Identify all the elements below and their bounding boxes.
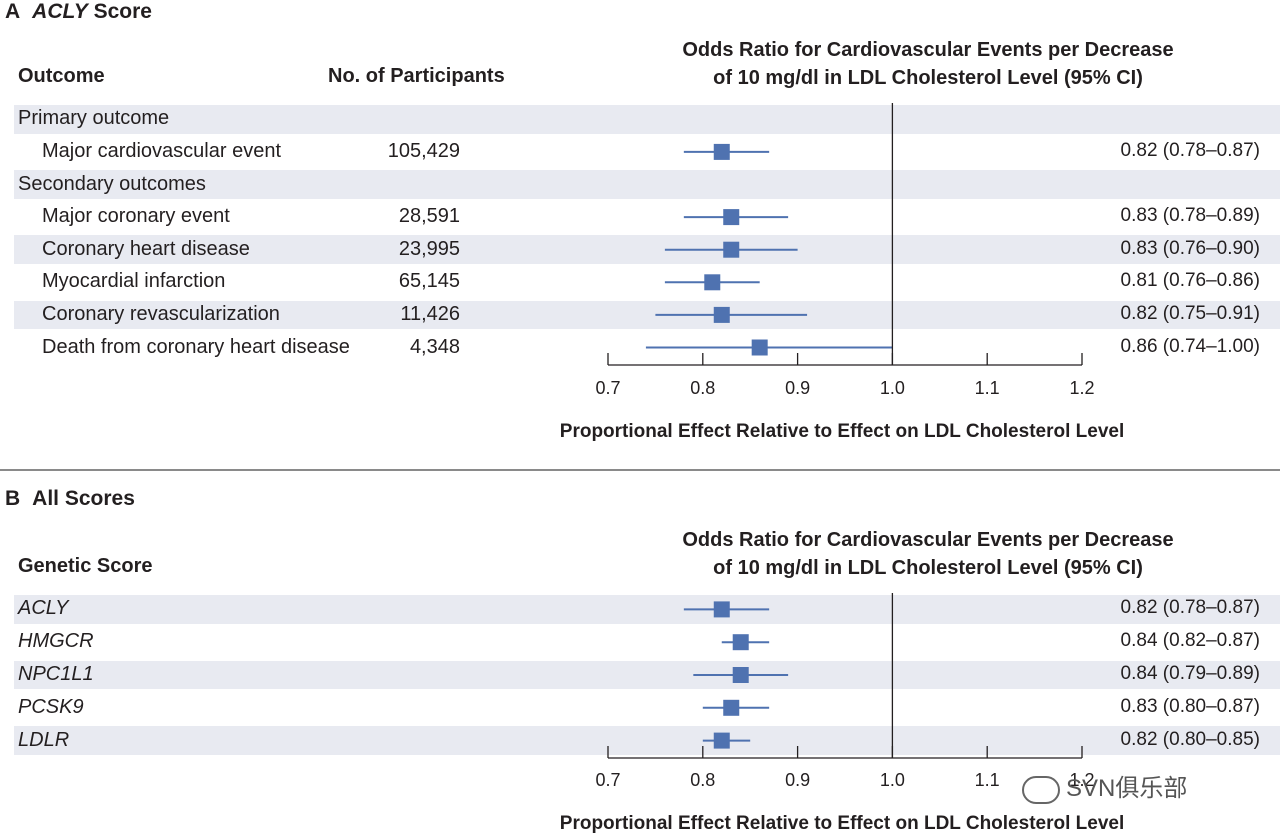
odds-ratio-ci-text: 0.83 (0.78–0.89) xyxy=(1120,205,1260,227)
x-tick-label: 1.2 xyxy=(1069,378,1095,398)
header-effect-a-line1: Odds Ratio for Cardiovascular Events per… xyxy=(682,39,1174,61)
watermark: SVN俱乐部 xyxy=(1022,768,1187,804)
row-label: NPC1L1 xyxy=(18,663,94,685)
wechat-icon xyxy=(1022,775,1060,804)
odds-ratio-marker xyxy=(713,306,730,323)
row-band xyxy=(14,105,1280,134)
header-effect-a-line2: of 10 mg/dl in LDL Cholesterol Level (95… xyxy=(713,67,1143,89)
odds-ratio-marker xyxy=(713,601,730,618)
odds-ratio-marker xyxy=(713,143,730,160)
panel-a-x-axis-title: Proportional Effect Relative to Effect o… xyxy=(559,421,1125,442)
odds-ratio-marker xyxy=(713,732,730,749)
panel-b-title: B All Scores xyxy=(5,487,135,511)
odds-ratio-ci-text: 0.82 (0.78–0.87) xyxy=(1120,597,1260,619)
row-label: Death from coronary heart disease xyxy=(42,335,350,358)
row-label: HMGCR xyxy=(18,630,94,653)
panel-a-letter: A xyxy=(5,0,21,23)
header-effect-b: Odds Ratio for Cardiovascular Events per… xyxy=(660,526,1196,582)
panel-a-title-gene: ACLY xyxy=(32,0,88,23)
x-tick-label: 1.2 xyxy=(1069,770,1095,790)
odds-ratio-ci-text: 0.86 (0.74–1.00) xyxy=(1120,335,1260,357)
participants-count: 23,995 xyxy=(398,237,460,260)
odds-ratio-ci-text: 0.84 (0.79–0.89) xyxy=(1120,663,1260,684)
row-label: PCSK9 xyxy=(18,695,84,718)
odds-ratio-marker xyxy=(732,634,749,651)
odds-ratio-ci-text: 0.83 (0.76–0.90) xyxy=(1120,237,1260,259)
header-participants: No. of Participants xyxy=(328,65,505,87)
header-outcome: Outcome xyxy=(18,65,105,87)
row-band xyxy=(14,595,1280,624)
participants-count: 65,145 xyxy=(398,270,460,293)
odds-ratio-ci-text: 0.83 (0.80–0.87) xyxy=(1120,695,1260,717)
participants-count: 4,348 xyxy=(409,335,460,358)
odds-ratio-marker xyxy=(732,667,749,683)
row-band xyxy=(14,170,1280,199)
participants-count: 28,591 xyxy=(398,205,460,228)
panel-divider xyxy=(0,469,1280,471)
odds-ratio-marker xyxy=(723,241,740,258)
row-label: Major cardiovascular event xyxy=(42,139,281,162)
panel-a-title-rest: Score xyxy=(93,0,152,23)
row-band xyxy=(14,726,1280,755)
odds-ratio-ci-text: 0.82 (0.80–0.85) xyxy=(1120,728,1260,750)
row-label: Myocardial infarction xyxy=(42,270,226,293)
row-label: ACLY xyxy=(18,597,69,620)
participants-count: 105,429 xyxy=(387,139,460,162)
header-genetic-score: Genetic Score xyxy=(18,555,153,577)
panel-b-title-text: All Scores xyxy=(32,487,135,510)
panel-a-title: A ACLY Score xyxy=(5,0,152,24)
odds-ratio-ci-text: 0.82 (0.78–0.87) xyxy=(1120,139,1260,161)
header-effect-a: Odds Ratio for Cardiovascular Events per… xyxy=(660,36,1196,92)
group-label: Secondary outcomes xyxy=(18,172,206,195)
panel-b-x-axis-title: Proportional Effect Relative to Effect o… xyxy=(559,813,1125,834)
header-effect-b-line1: Odds Ratio for Cardiovascular Events per… xyxy=(682,529,1174,551)
odds-ratio-ci-text: 0.84 (0.82–0.87) xyxy=(1120,630,1260,652)
row-band xyxy=(14,235,1280,264)
odds-ratio-ci-text: 0.82 (0.75–0.91) xyxy=(1120,302,1260,324)
row-label: LDLR xyxy=(18,728,70,751)
row-band xyxy=(14,660,1280,690)
odds-ratio-marker xyxy=(723,209,740,226)
x-tick-label: 1.0 xyxy=(879,770,905,790)
x-tick-label: 0.9 xyxy=(785,378,811,398)
row-band xyxy=(14,300,1280,330)
panel-b-letter: B xyxy=(5,487,21,510)
x-tick-label: 1.1 xyxy=(974,770,1000,790)
odds-ratio-ci-text: 0.81 (0.76–0.86) xyxy=(1120,270,1260,292)
odds-ratio-marker xyxy=(704,274,721,291)
odds-ratio-marker xyxy=(723,699,740,716)
x-tick-label: 0.9 xyxy=(785,770,811,790)
x-tick-label: 0.7 xyxy=(595,770,621,790)
header-effect-b-line2: of 10 mg/dl in LDL Cholesterol Level (95… xyxy=(713,557,1143,579)
odds-ratio-marker xyxy=(751,339,768,356)
x-tick-label: 0.7 xyxy=(595,378,621,398)
x-tick-label: 0.8 xyxy=(690,378,716,398)
row-label: Coronary heart disease xyxy=(42,237,250,260)
participants-count: 11,426 xyxy=(400,302,460,325)
watermark-text: SVN俱乐部 xyxy=(1066,775,1188,802)
x-tick-label: 1.0 xyxy=(879,378,905,398)
x-tick-label: 0.8 xyxy=(690,770,716,790)
group-label: Primary outcome xyxy=(18,107,170,130)
row-label: Coronary revascularization xyxy=(42,302,280,325)
row-label: Major coronary event xyxy=(42,205,230,228)
x-tick-label: 1.1 xyxy=(974,378,1000,398)
